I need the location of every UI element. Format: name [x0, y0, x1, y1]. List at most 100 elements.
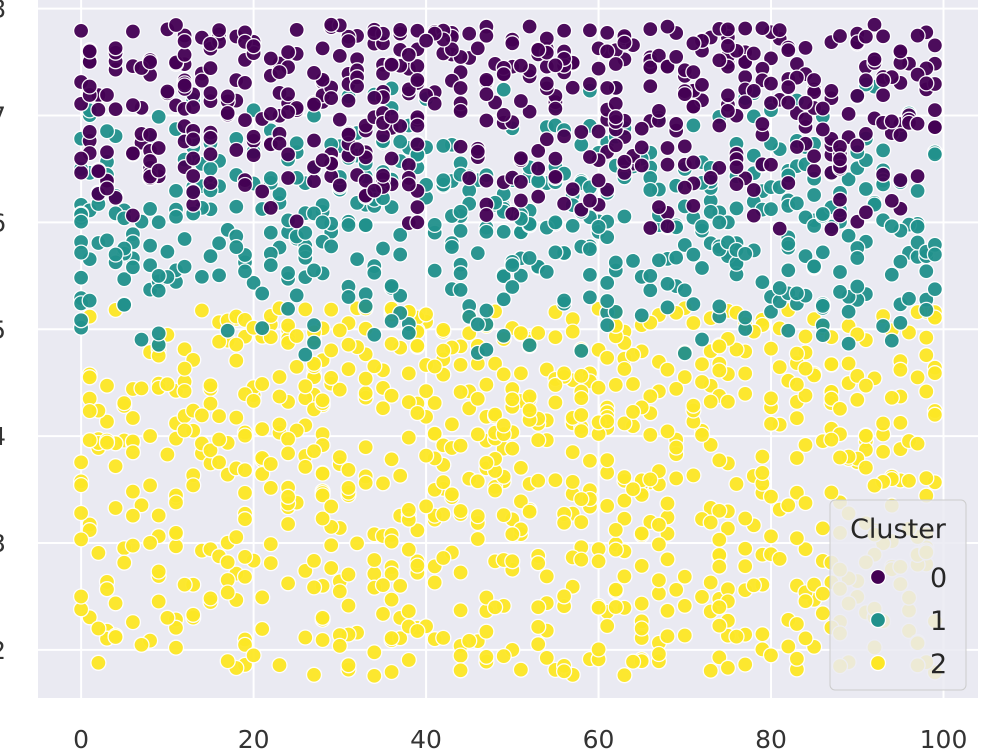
legend-label-cluster-1: 1	[930, 606, 947, 637]
data-point-cluster-2	[624, 346, 642, 363]
data-point-cluster-0	[805, 71, 823, 89]
data-point-cluster-2	[711, 617, 728, 634]
data-point-cluster-2	[400, 393, 417, 411]
data-point-cluster-1	[788, 195, 806, 212]
data-point-cluster-2	[383, 387, 400, 404]
data-point-cluster-2	[236, 484, 254, 502]
data-point-cluster-0	[788, 138, 806, 156]
data-point-cluster-0	[693, 76, 711, 93]
data-point-cluster-1	[633, 307, 650, 324]
data-point-cluster-2	[228, 528, 245, 546]
data-point-cluster-2	[323, 498, 340, 515]
data-point-cluster-2	[116, 394, 133, 412]
data-point-cluster-0	[409, 117, 426, 134]
data-point-cluster-2	[452, 647, 469, 664]
data-point-cluster-2	[495, 417, 512, 434]
data-point-cluster-0	[245, 146, 262, 164]
data-point-cluster-0	[754, 115, 771, 133]
data-point-cluster-2	[435, 473, 452, 491]
data-point-cluster-1	[141, 237, 159, 254]
data-point-cluster-2	[564, 443, 581, 461]
data-point-cluster-1	[495, 81, 512, 98]
data-point-cluster-2	[323, 342, 340, 359]
data-point-cluster-2	[409, 522, 426, 539]
data-point-cluster-2	[719, 659, 737, 676]
data-point-cluster-1	[581, 289, 599, 306]
data-point-cluster-0	[452, 102, 469, 120]
data-point-cluster-2	[676, 368, 693, 386]
data-point-cluster-2	[262, 479, 279, 497]
data-point-cluster-0	[409, 136, 426, 153]
data-point-cluster-2	[435, 342, 452, 359]
data-point-cluster-2	[331, 381, 348, 398]
data-point-cluster-1	[72, 213, 90, 230]
data-point-cluster-1	[547, 244, 564, 261]
data-point-cluster-0	[331, 111, 348, 128]
data-point-cluster-2	[788, 650, 806, 667]
data-point-cluster-0	[659, 156, 676, 173]
data-point-cluster-1	[271, 185, 288, 203]
data-point-cluster-1	[478, 341, 495, 358]
data-point-cluster-2	[745, 577, 762, 594]
data-point-cluster-2	[668, 380, 685, 398]
data-point-cluster-2	[116, 554, 133, 571]
data-point-cluster-1	[693, 259, 711, 277]
data-point-cluster-0	[857, 72, 875, 89]
data-point-cluster-0	[340, 32, 357, 50]
data-point-cluster-0	[874, 28, 892, 45]
data-point-cluster-2	[702, 514, 719, 531]
data-point-cluster-0	[642, 78, 659, 95]
data-point-cluster-1	[297, 346, 314, 363]
data-point-cluster-0	[909, 27, 926, 44]
data-point-cluster-2	[383, 591, 400, 608]
data-point-cluster-2	[616, 468, 633, 486]
data-point-cluster-2	[150, 507, 167, 524]
data-point-cluster-2	[590, 379, 607, 396]
data-point-cluster-2	[495, 647, 512, 665]
x-tick-label: 80	[755, 725, 787, 750]
data-point-cluster-1	[874, 142, 892, 159]
data-point-cluster-2	[581, 452, 599, 469]
y-tick-label: 7	[0, 102, 6, 131]
data-point-cluster-2	[392, 467, 409, 484]
data-point-cluster-2	[314, 631, 331, 649]
data-point-cluster-2	[366, 644, 383, 661]
data-point-cluster-2	[193, 302, 211, 319]
data-point-cluster-2	[245, 392, 262, 410]
data-point-cluster-0	[512, 173, 530, 191]
data-point-cluster-2	[659, 551, 676, 568]
data-point-cluster-0	[650, 102, 668, 120]
data-point-cluster-1	[305, 316, 323, 334]
data-point-cluster-1	[926, 246, 944, 263]
data-point-cluster-0	[461, 25, 478, 42]
data-point-cluster-2	[607, 598, 624, 616]
data-point-cluster-0	[426, 95, 443, 112]
data-point-cluster-2	[323, 301, 340, 318]
data-point-cluster-2	[400, 501, 417, 518]
data-point-cluster-2	[711, 338, 728, 355]
data-point-cluster-1	[374, 240, 392, 257]
data-point-cluster-1	[262, 257, 279, 274]
data-point-cluster-2	[297, 629, 314, 646]
data-point-cluster-1	[564, 217, 581, 234]
data-point-cluster-2	[633, 595, 650, 612]
data-point-cluster-0	[685, 197, 702, 214]
data-point-cluster-0	[107, 101, 124, 118]
data-point-cluster-2	[693, 588, 711, 606]
data-point-cluster-2	[271, 416, 288, 433]
data-point-cluster-0	[857, 125, 875, 142]
data-point-cluster-1	[616, 208, 633, 225]
data-point-cluster-0	[530, 188, 547, 205]
data-point-cluster-2	[642, 471, 659, 488]
data-point-cluster-2	[788, 409, 806, 427]
data-point-cluster-2	[624, 403, 642, 421]
data-point-cluster-1	[814, 297, 831, 315]
data-point-cluster-1	[642, 282, 659, 299]
data-point-cluster-0	[185, 167, 202, 185]
data-point-cluster-2	[555, 588, 573, 605]
data-point-cluster-2	[314, 609, 331, 626]
data-point-cluster-1	[521, 249, 538, 267]
data-point-cluster-2	[892, 361, 909, 378]
data-point-cluster-2	[210, 333, 228, 350]
data-point-cluster-0	[668, 115, 685, 133]
